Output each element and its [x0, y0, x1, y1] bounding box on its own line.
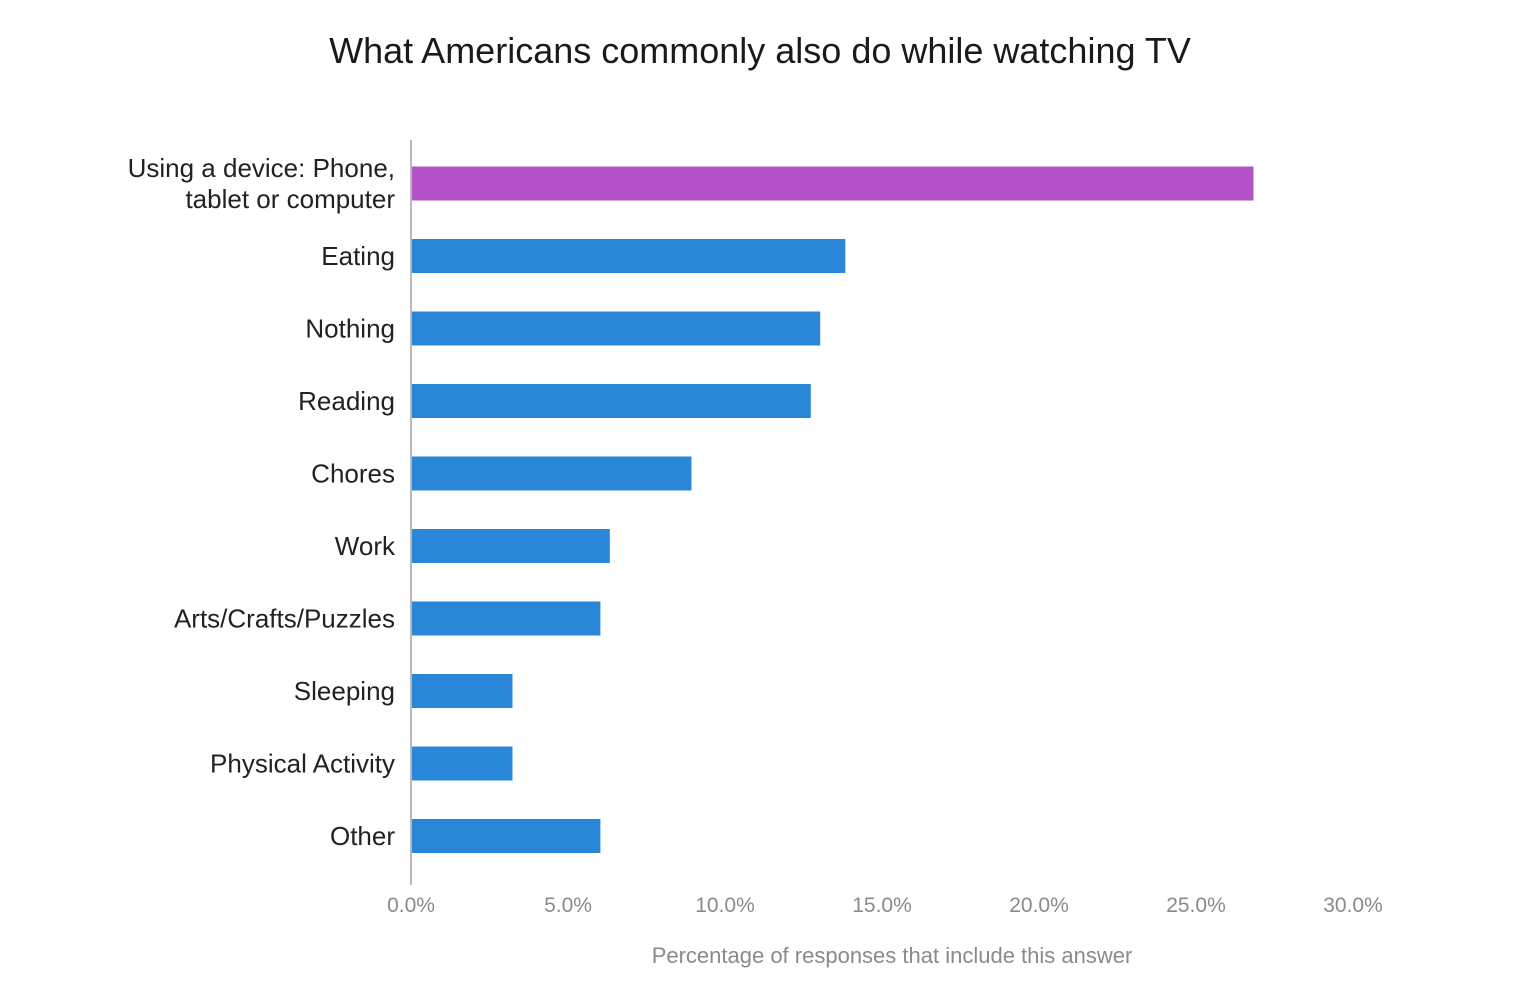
bar — [412, 529, 610, 563]
bar — [412, 239, 846, 273]
category-label: Sleeping — [294, 676, 395, 706]
x-tick-label: 5.0% — [544, 894, 592, 917]
category-label: Arts/Crafts/Puzzles — [174, 604, 395, 634]
bar — [412, 674, 513, 708]
x-tick-label: 20.0% — [1009, 894, 1069, 917]
category-label: Using a device: Phone, tablet or computer — [128, 153, 396, 214]
bars-group — [412, 166, 1254, 853]
bar — [412, 456, 692, 491]
bar — [412, 746, 513, 781]
bar — [412, 311, 821, 346]
category-label-line: Sleeping — [294, 676, 395, 706]
x-axis-title: Percentage of responses that include thi… — [652, 943, 1133, 968]
bar — [412, 166, 1254, 201]
category-label-line: Chores — [311, 459, 395, 489]
x-tick-label: 15.0% — [852, 894, 912, 917]
category-label-line: Physical Activity — [210, 749, 395, 779]
bar — [412, 601, 601, 636]
x-tick-labels: 0.0% 5.0% 10.0% 15.0% 20.0% 25.0% 30.0% — [387, 894, 1383, 917]
category-label-line: Using a device: Phone, — [128, 153, 395, 183]
category-label-line: Arts/Crafts/Puzzles — [174, 604, 395, 634]
category-label: Physical Activity — [210, 749, 395, 779]
category-label-line: Eating — [321, 241, 395, 271]
category-label: Work — [335, 531, 396, 561]
x-tick-label: 0.0% — [387, 894, 435, 917]
category-labels: Using a device: Phone, tablet or computer… — [128, 153, 396, 851]
category-label-line: Other — [330, 821, 395, 851]
category-label-line: Nothing — [305, 314, 395, 344]
category-label-line: tablet or computer — [185, 184, 395, 214]
category-label-line: Reading — [298, 386, 395, 416]
category-label-line: Work — [335, 531, 396, 561]
category-label: Eating — [321, 241, 395, 271]
bar — [412, 819, 601, 853]
category-label: Nothing — [305, 314, 395, 344]
x-tick-label: 10.0% — [695, 894, 755, 917]
x-tick-label: 30.0% — [1323, 894, 1383, 917]
x-tick-label: 25.0% — [1166, 894, 1226, 917]
category-label: Reading — [298, 386, 395, 416]
category-label: Chores — [311, 459, 395, 489]
bar — [412, 384, 811, 418]
chart-title: What Americans commonly also do while wa… — [329, 30, 1191, 71]
category-label: Other — [330, 821, 395, 851]
